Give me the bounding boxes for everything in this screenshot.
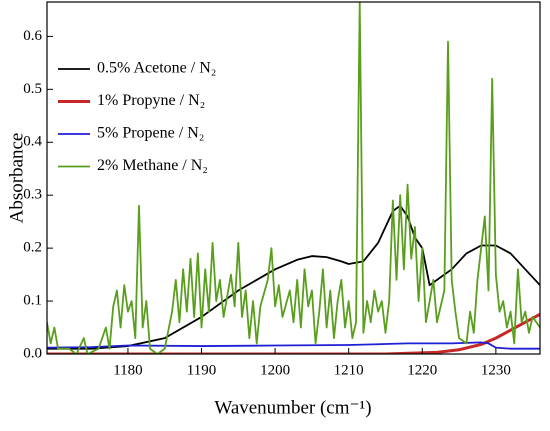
- series-line: [47, 204, 540, 350]
- y-tick-label: 0.4: [23, 134, 42, 150]
- plot-area: [47, 2, 540, 354]
- x-axis-label: Wavenumber (cm⁻¹): [214, 397, 371, 418]
- y-tick-label: 0.5: [23, 81, 42, 97]
- y-tick-label: 0.3: [23, 187, 42, 203]
- x-tick-label: 1200: [260, 362, 290, 378]
- y-tick-label: 0.6: [23, 28, 42, 44]
- y-tick-label: 0.1: [23, 293, 42, 309]
- x-tick-label: 1230: [481, 362, 511, 378]
- y-axis-label: Absorbance: [6, 133, 27, 224]
- x-tick-label: 1190: [187, 362, 216, 378]
- legend-label: 0.5% Acetone / N₂: [97, 60, 216, 77]
- x-tick-label: 1210: [334, 362, 364, 378]
- series-line: [47, 2, 540, 354]
- series-line: [47, 341, 540, 350]
- legend-label: 1% Propyne / N₂: [97, 92, 205, 109]
- plot-frame: [46, 1, 541, 355]
- y-tick-label: 0.0: [23, 345, 42, 361]
- x-tick-label: 1220: [407, 362, 437, 378]
- y-tick-label: 0.2: [23, 240, 42, 256]
- legend-label: 2% Methane / N₂: [97, 157, 208, 174]
- legend-label: 5% Propene / N₂: [97, 125, 204, 142]
- x-tick-label: 1180: [113, 362, 142, 378]
